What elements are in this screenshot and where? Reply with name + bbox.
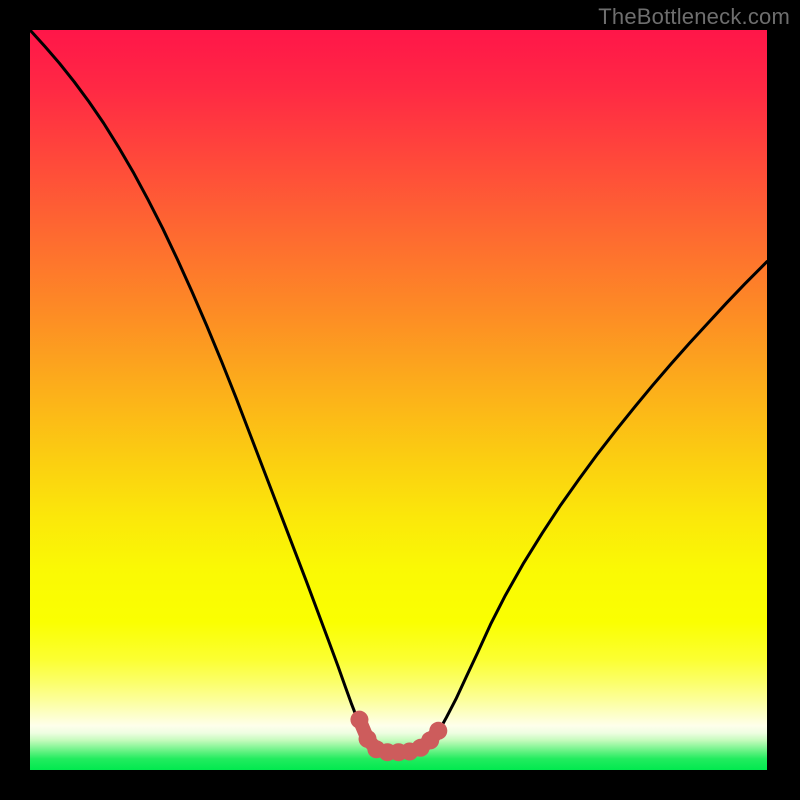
marker-dot xyxy=(429,722,447,740)
bottleneck-curve-chart xyxy=(0,0,800,800)
marker-dot xyxy=(350,711,368,729)
watermark-text: TheBottleneck.com xyxy=(598,4,790,30)
chart-container: TheBottleneck.com xyxy=(0,0,800,800)
plot-background xyxy=(30,30,767,770)
